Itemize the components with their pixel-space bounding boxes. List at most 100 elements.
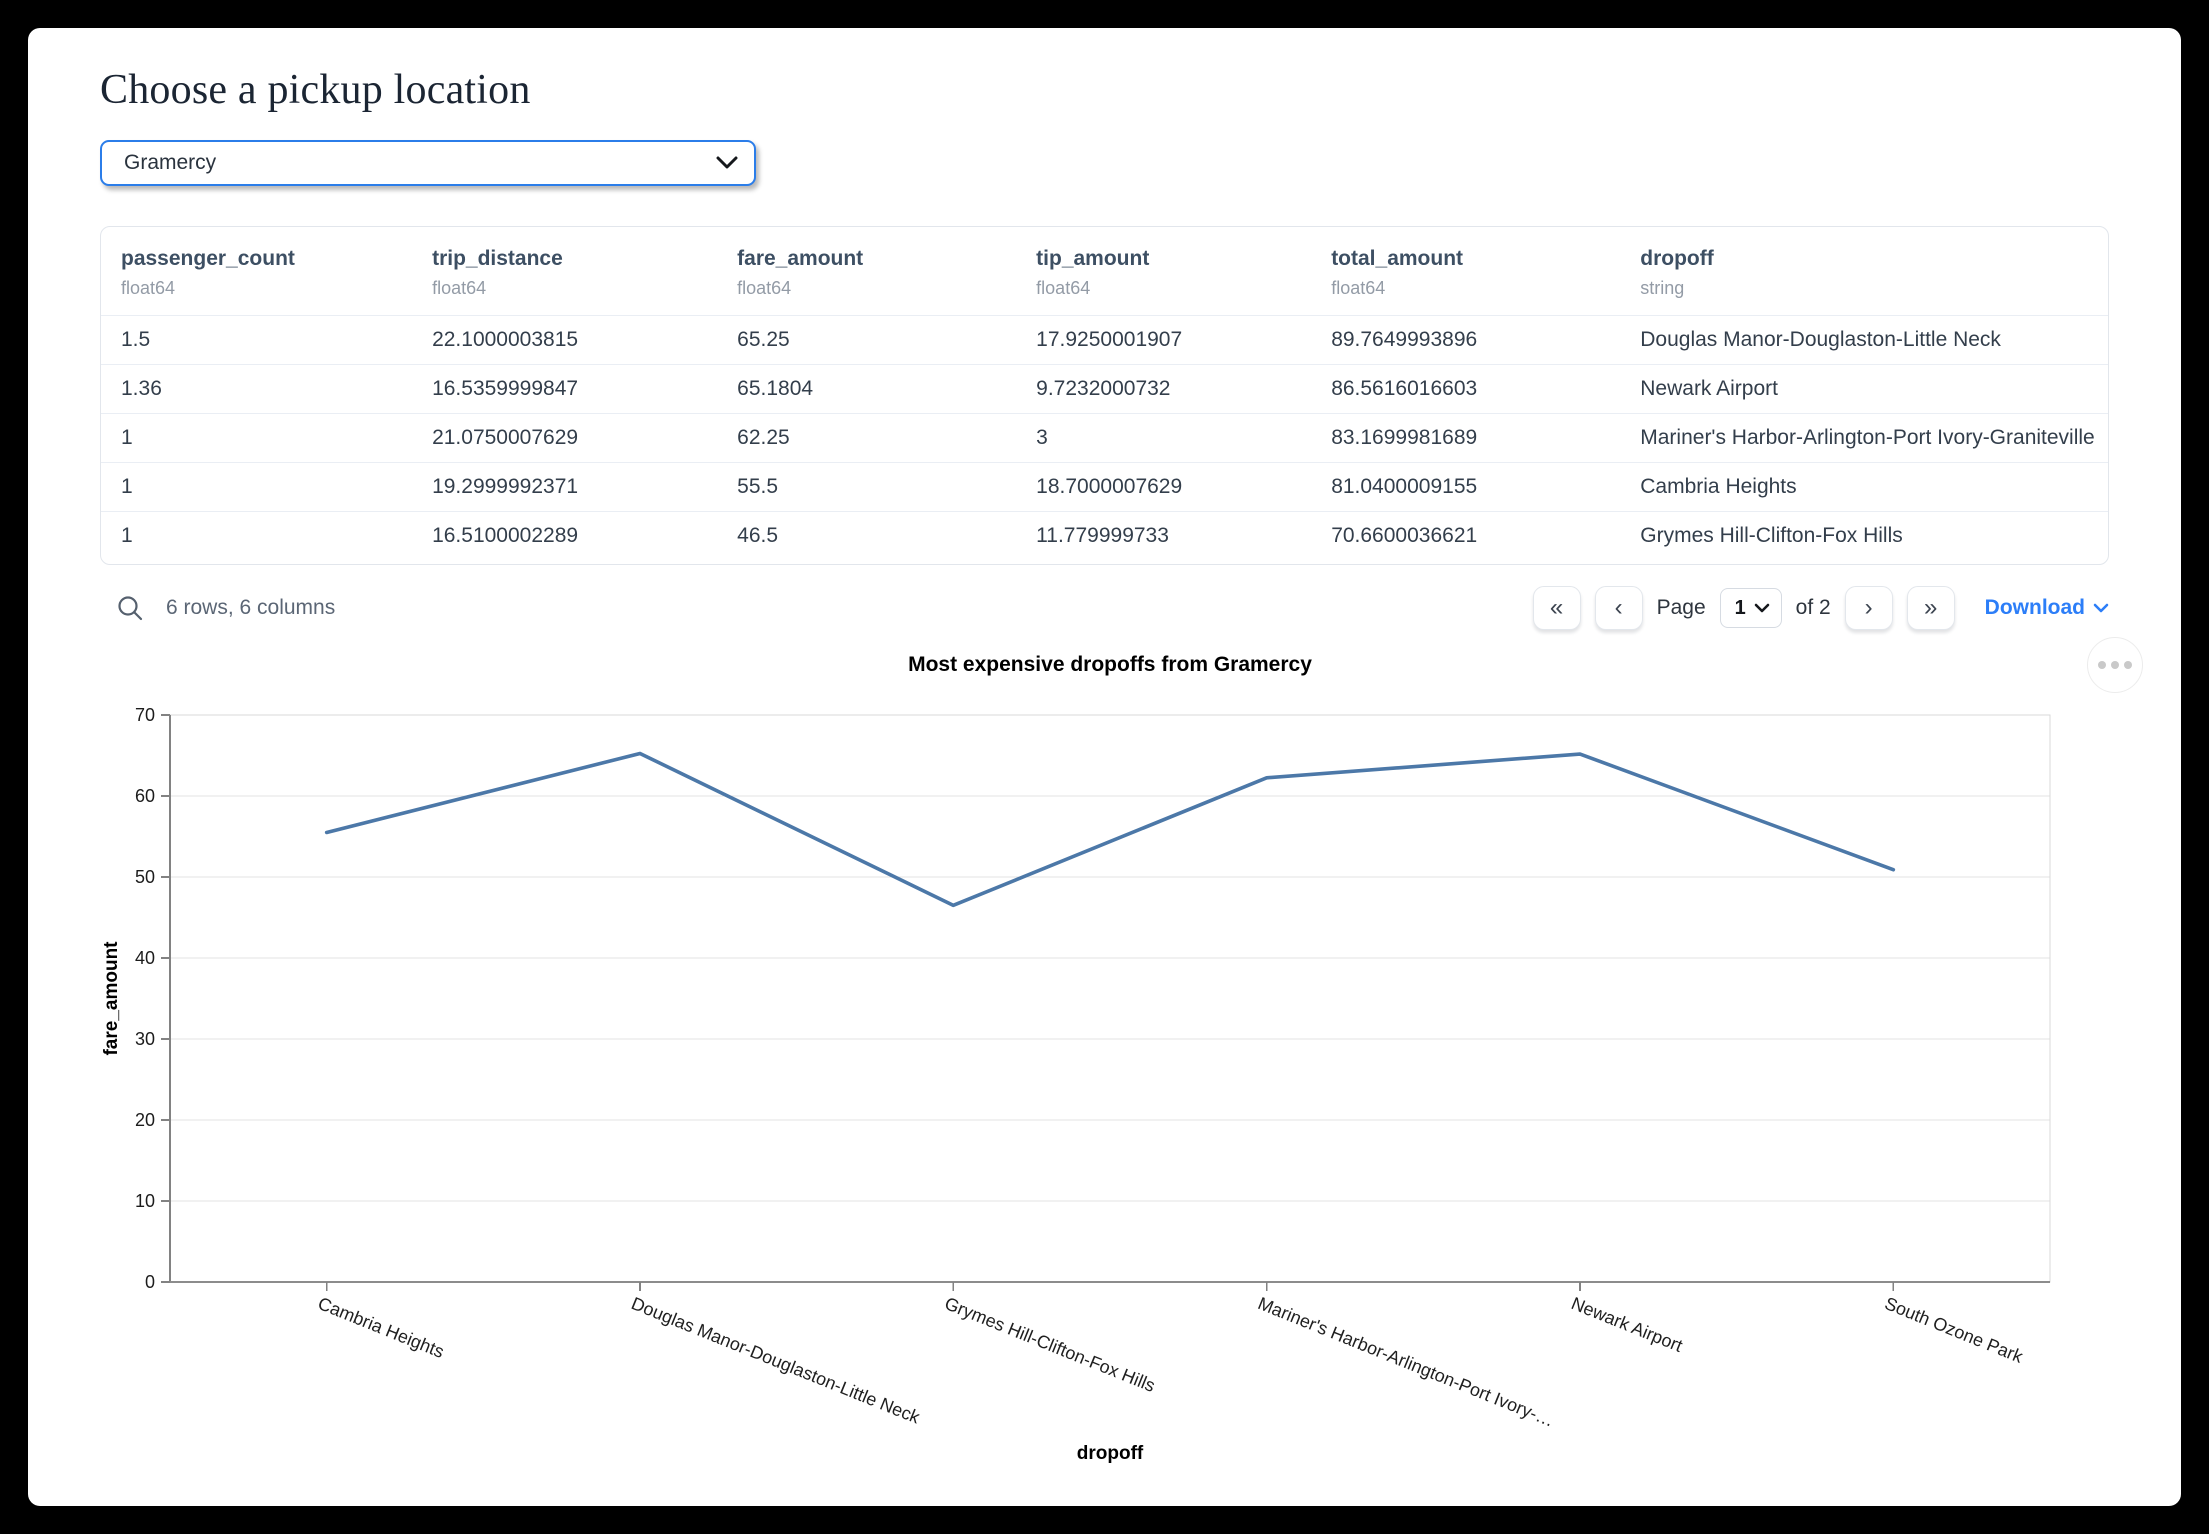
chevron-down-icon (2093, 603, 2109, 612)
column-header-trip_distance: trip_distance float64 (412, 227, 717, 316)
table-cell: 55.5 (717, 462, 1017, 512)
table-cell: 86.5616016603 (1311, 364, 1621, 414)
x-tick-label: Grymes Hill-Clifton-Fox Hills (942, 1293, 1158, 1396)
next-page-button[interactable]: › (1844, 586, 1893, 630)
table-cell: 22.1000003815 (412, 315, 718, 365)
page-number-select[interactable]: 1 (1719, 588, 1782, 628)
table-cell: 11.779999733 (1016, 511, 1312, 560)
chevron-down-icon (716, 156, 738, 169)
chart-menu-button[interactable] (2087, 637, 2143, 693)
table-cell: 62.25 (717, 413, 1017, 463)
table-cell: 1.5 (101, 315, 413, 365)
table-row: 1 16.5100002289 46.5 11.779999733 70.6600036… (101, 511, 2108, 560)
table-cell: 9.7232000732 (1016, 364, 1312, 414)
column-name: tip_amount (1036, 247, 1150, 270)
page-title: Choose a pickup location (100, 67, 531, 113)
table-row: 1.5 22.1000003815 65.25 17.9250001907 89.764… (101, 315, 2108, 365)
download-label: Download (1984, 596, 2085, 619)
x-tick-label: South Ozone Park (1882, 1293, 2027, 1367)
first-page-button[interactable]: « (1532, 586, 1581, 630)
table-cell: 65.1804 (717, 364, 1017, 414)
y-tick-label: 70 (135, 705, 155, 725)
x-tick-label: Cambria Heights (315, 1293, 447, 1362)
column-type: float64 (121, 278, 176, 298)
last-page-button[interactable]: » (1906, 586, 1955, 630)
ellipsis-icon (2098, 661, 2106, 669)
page-label: Page (1656, 596, 1706, 619)
y-tick-label: 10 (135, 1191, 155, 1211)
table-cell: 17.9250001907 (1016, 315, 1312, 365)
app-window: Choose a pickup location Gramercy passen… (28, 28, 2181, 1506)
table-summary: 6 rows, 6 columns (166, 596, 336, 619)
column-header-tip_amount: tip_amount float64 (1016, 227, 1311, 316)
column-type: float64 (1331, 278, 1386, 298)
pickup-location-select[interactable]: Gramercy (100, 140, 756, 186)
chevron-down-icon (1754, 603, 1770, 612)
pickup-select-value: Gramercy (124, 151, 217, 174)
column-name: dropoff (1640, 247, 1714, 270)
table-row: 1 19.2999992371 55.5 18.7000007629 81.040000… (101, 462, 2108, 512)
table-cell: 16.5100002289 (412, 511, 718, 560)
table-row: 1 21.0750007629 62.25 3 83.1699981689 Mariner… (101, 413, 2108, 463)
table-cell: 1 (101, 511, 413, 560)
page-number-value: 1 (1734, 596, 1746, 619)
x-axis-title: dropoff (1077, 1443, 1144, 1464)
column-name: passenger_count (121, 247, 295, 270)
table-cell: Mariner's Harbor-Arlington-Port Ivory-Gr… (1620, 413, 2108, 463)
x-tick-label: Mariner's Harbor-Arlington-Port Ivory-… (1255, 1293, 1557, 1430)
table-row: 1.36 16.5359999847 65.1804 9.7232000732 86.5… (101, 364, 2108, 414)
table-cell: 1 (101, 413, 413, 463)
table-cell: 1 (101, 462, 413, 512)
table-cell: 16.5359999847 (412, 364, 718, 414)
page-count-label: of 2 (1795, 596, 1831, 619)
table-cell: Cambria Heights (1620, 462, 2108, 512)
column-header-dropoff: dropoff string (1620, 227, 2108, 316)
x-tick-label: Newark Airport (1569, 1293, 1686, 1356)
table-cell: Grymes Hill-Clifton-Fox Hills (1620, 511, 2108, 560)
column-name: total_amount (1331, 247, 1464, 270)
y-axis-title: fare_amount (101, 941, 122, 1056)
table-cell: 83.1699981689 (1311, 413, 1621, 463)
fare-amount-line-chart: 0 10 20 30 40 50 60 70 Cambria Heights Douglas Ma… (101, 705, 2051, 1464)
column-type: string (1640, 278, 1685, 298)
y-tick-label: 30 (135, 1029, 155, 1049)
table-cell: Newark Airport (1620, 364, 2108, 414)
x-tick-label: Douglas Manor-Douglaston-Little Neck (629, 1293, 924, 1428)
table-cell: 1.36 (101, 364, 413, 414)
download-button[interactable]: Download (1985, 596, 2109, 620)
table-cell: 70.6600036621 (1311, 511, 1621, 560)
table-cell: 21.0750007629 (412, 413, 718, 463)
table-cell: 18.7000007629 (1016, 462, 1312, 512)
column-type: float64 (1036, 278, 1091, 298)
table-cell: 89.7649993896 (1311, 315, 1621, 365)
y-tick-label: 20 (135, 1110, 155, 1130)
table-cell: 46.5 (717, 511, 1017, 560)
table-cell: 81.0400009155 (1311, 462, 1621, 512)
prev-page-button[interactable]: ‹ (1594, 586, 1643, 630)
column-type: float64 (737, 278, 792, 298)
column-name: fare_amount (737, 247, 864, 270)
search-button[interactable] (116, 594, 144, 622)
table-cell: 19.2999992371 (412, 462, 718, 512)
column-header-fare_amount: fare_amount float64 (717, 227, 1016, 316)
column-header-total_amount: total_amount float64 (1311, 227, 1620, 316)
y-tick-label: 0 (145, 1272, 155, 1292)
search-icon (118, 596, 143, 621)
fare-amount-line (324, 751, 1896, 908)
column-type: float64 (432, 278, 487, 298)
y-tick-label: 40 (135, 948, 155, 968)
pagination-controls: « ‹ Page 1 of 2 › » Download (1532, 586, 2109, 630)
chart-title: Most expensive dropoffs from Gramercy (908, 653, 1312, 676)
table-footer: 6 rows, 6 columns « ‹ Page 1 of 2 › » Do… (100, 579, 2109, 637)
column-name: trip_distance (432, 247, 563, 270)
table-cell: 65.25 (717, 315, 1017, 365)
column-header-passenger_count: passenger_count float64 (101, 227, 412, 316)
table-cell: 3 (1016, 413, 1312, 463)
chart-section: Most expensive dropoffs from Gramercy 0 1… (100, 637, 2143, 1482)
table-cell: Douglas Manor-Douglaston-Little Neck (1620, 315, 2108, 365)
y-tick-label: 60 (135, 786, 155, 806)
y-tick-label: 50 (135, 867, 155, 887)
